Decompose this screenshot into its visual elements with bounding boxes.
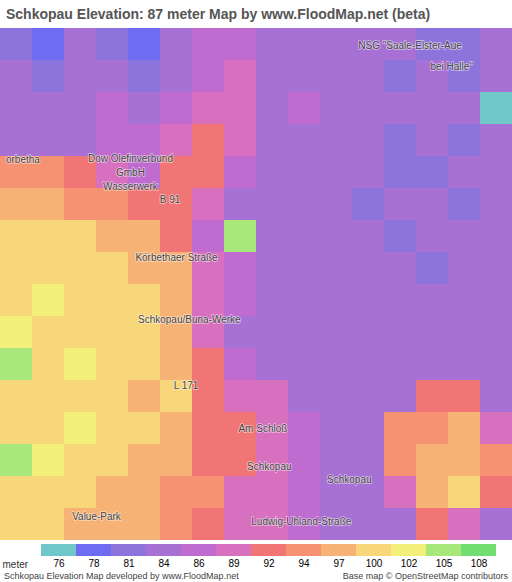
svg-text:81: 81 (123, 558, 135, 569)
svg-text:100: 100 (366, 558, 383, 569)
html-text:Base map © OpenStreetMap contr: Base map © OpenStreetMap contributors (342, 571, 508, 581)
svg-text:B 91: B 91 (160, 194, 181, 205)
svg-text:Schkopau: Schkopau (247, 461, 291, 472)
svg-text:108: 108 (471, 558, 488, 569)
svg-text:Value-Park: Value-Park (72, 511, 122, 522)
svg-text:meter: meter (3, 559, 29, 570)
svg-text:92: 92 (263, 558, 275, 569)
html-text:Schkopau Elevation Map develop: Schkopau Elevation Map developed by www.… (4, 571, 239, 581)
svg-text:89: 89 (228, 558, 240, 569)
svg-text:76: 76 (53, 558, 65, 569)
svg-text:GmbH: GmbH (116, 167, 145, 178)
svg-text:Wasserwerk: Wasserwerk (103, 181, 159, 192)
svg-text:Schkopau: Schkopau (327, 474, 371, 485)
html-text:Schkopau Elevation: 87 meter M: Schkopau Elevation: 87 meter Map by www.… (6, 6, 431, 22)
svg-text:97: 97 (333, 558, 345, 569)
svg-text:bei Halle": bei Halle" (430, 61, 473, 72)
svg-text:84: 84 (158, 558, 170, 569)
svg-text:102: 102 (401, 558, 418, 569)
svg-text:78: 78 (88, 558, 100, 569)
svg-text:Körbethaer Straße: Körbethaer Straße (135, 252, 218, 263)
svg-text:Ludwig-Uhland-Straße: Ludwig-Uhland-Straße (251, 516, 351, 527)
svg-text:Am Schloß: Am Schloß (238, 423, 287, 434)
svg-text:Dow Olefinverbund: Dow Olefinverbund (88, 153, 173, 164)
svg-text:NSG "Saale-Elster-Aue: NSG "Saale-Elster-Aue (358, 40, 462, 51)
svg-text:orbetha: orbetha (6, 154, 40, 165)
svg-text:105: 105 (436, 558, 453, 569)
svg-text:Schkopau/Buna-Werke: Schkopau/Buna-Werke (138, 314, 241, 325)
svg-text:94: 94 (298, 558, 310, 569)
svg-text:L 171: L 171 (174, 380, 199, 391)
svg-text:86: 86 (193, 558, 205, 569)
